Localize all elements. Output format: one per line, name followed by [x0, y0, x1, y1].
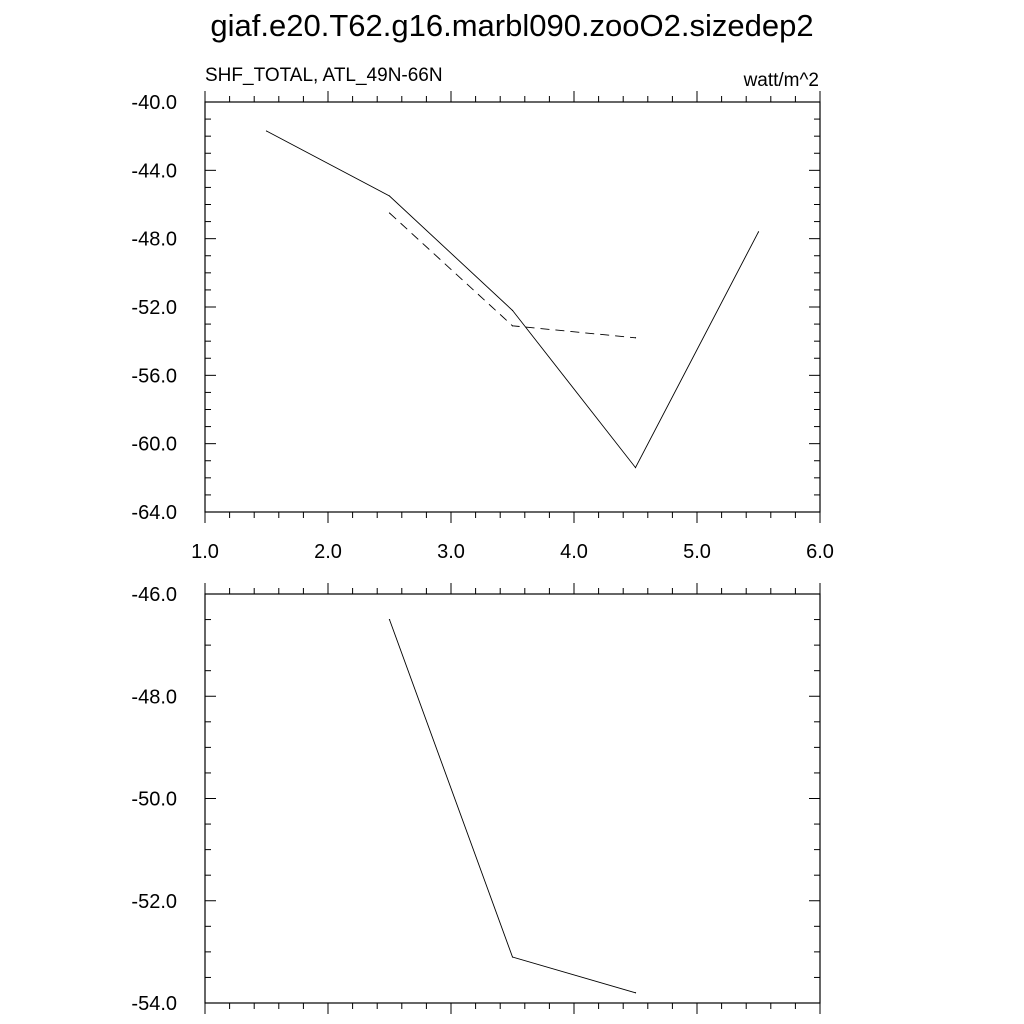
data-point [388, 195, 391, 197]
data-point [634, 337, 637, 339]
y-tick-label: -60.0 [131, 434, 177, 456]
units-label: watt/m^2 [743, 70, 819, 91]
variable-region-label: SHF_TOTAL, ATL_49N-66N [205, 65, 443, 86]
data-point [265, 130, 268, 132]
series-line-solid [266, 130, 759, 469]
data-point [388, 618, 391, 621]
series-line-solid [389, 619, 636, 994]
data-point [634, 992, 637, 994]
x-tick-label: 3.0 [437, 541, 465, 563]
data-point [511, 956, 514, 958]
data-point [634, 466, 637, 469]
y-tick-label: -46.0 [131, 584, 177, 606]
x-tick-label: 4.0 [560, 541, 588, 563]
data-point [511, 309, 514, 312]
y-tick-label: -48.0 [131, 686, 177, 708]
data-point [757, 231, 760, 233]
y-tick-label: -44.0 [131, 160, 177, 182]
x-tick-label: 5.0 [683, 541, 711, 563]
y-tick-label: -40.0 [131, 92, 177, 114]
x-tick-label: 2.0 [314, 541, 342, 563]
y-tick-label: -52.0 [131, 297, 177, 319]
x-tick-label: 1.0 [191, 541, 219, 563]
plot-frame [204, 101, 821, 513]
x-tick-label: 6.0 [806, 541, 834, 563]
y-tick-label: -52.0 [131, 891, 177, 913]
y-tick-label: -54.0 [131, 993, 177, 1015]
plot-frame [204, 593, 821, 1004]
data-point [388, 212, 391, 214]
y-tick-label: -64.0 [131, 502, 177, 524]
series-line-dashed [389, 212, 636, 339]
y-tick-label: -48.0 [131, 229, 177, 251]
y-tick-label: -56.0 [131, 365, 177, 387]
chart-title: giaf.e20.T62.g16.marbl090.zooO2.sizedep2 [210, 8, 814, 43]
data-point [511, 325, 514, 327]
top-panel: 1.0 2.0 3.0 4.0 5.0 6.0 -40.0 -44.0 -48.0 -52.0 -5… [131, 91, 834, 563]
bottom-panel: -46.0 -48.0 -50.0 -52.0 -54.0 [131, 583, 821, 1015]
y-tick-label: -50.0 [131, 789, 177, 811]
